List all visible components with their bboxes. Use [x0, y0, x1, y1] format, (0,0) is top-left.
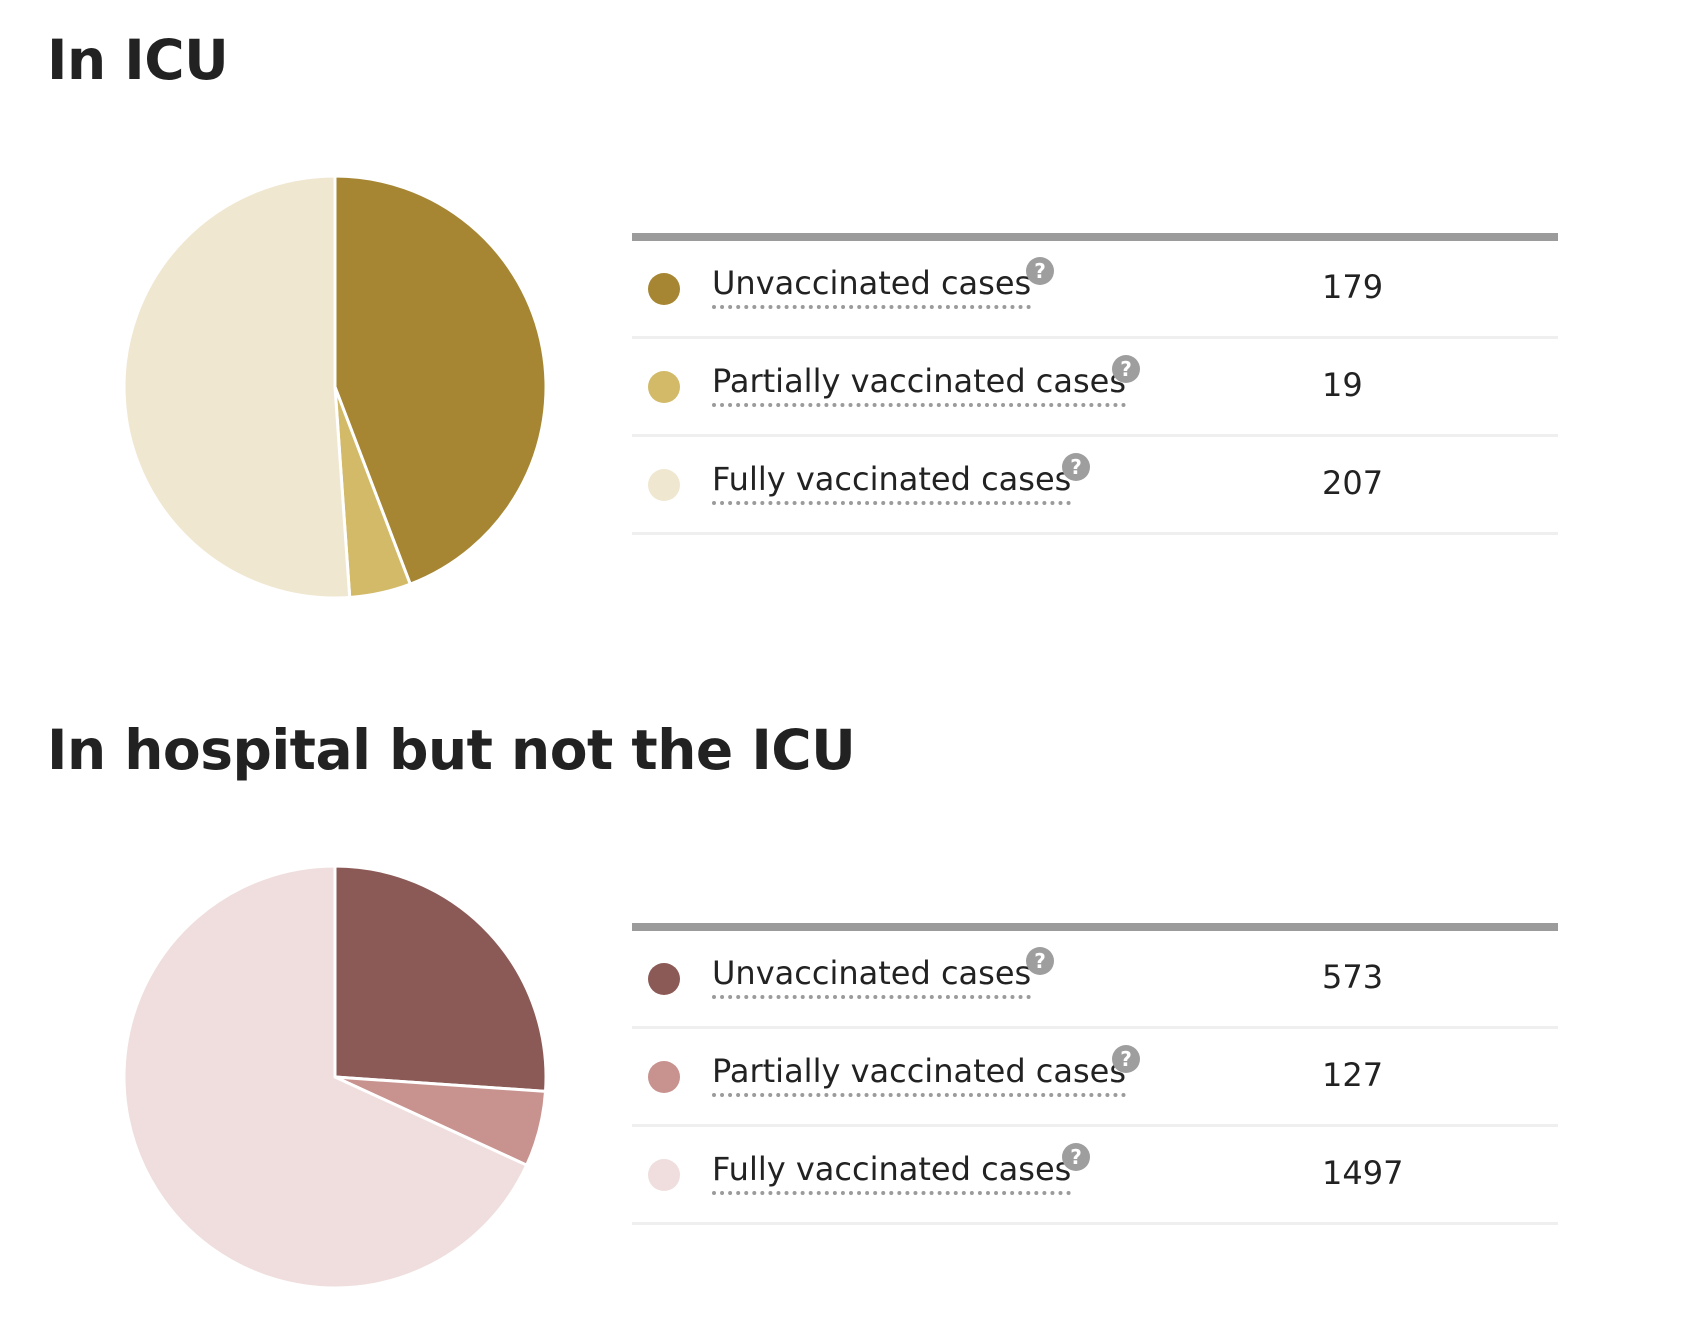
legend-label[interactable]: Partially vaccinated cases — [712, 361, 1127, 407]
pie-slice[interactable] — [333, 864, 548, 1093]
hospital-legend-table: Unvaccinated cases? 573 Partially vaccinat… — [632, 923, 1558, 1225]
pie-slice[interactable] — [122, 864, 529, 1290]
help-icon[interactable]: ? — [1112, 355, 1140, 383]
legend-value: 1497 — [1322, 1154, 1404, 1192]
legend-value: 179 — [1322, 268, 1384, 306]
legend-label[interactable]: Fully vaccinated cases — [712, 459, 1072, 505]
legend-swatch — [648, 1159, 680, 1191]
section-title: In hospital but not the ICU — [47, 718, 856, 782]
legend-row: Unvaccinated cases? 573 — [632, 931, 1558, 1029]
legend-label[interactable]: Fully vaccinated cases — [712, 1149, 1072, 1195]
legend-swatch — [648, 1061, 680, 1093]
legend-swatch — [648, 371, 680, 403]
help-icon[interactable]: ? — [1026, 257, 1054, 285]
hospital-pie-chart — [122, 864, 548, 1290]
help-icon[interactable]: ? — [1026, 947, 1054, 975]
legend-swatch — [648, 273, 680, 305]
legend-label[interactable]: Partially vaccinated cases — [712, 1051, 1127, 1097]
legend-label[interactable]: Unvaccinated cases — [712, 263, 1032, 309]
legend-value: 127 — [1322, 1056, 1384, 1094]
legend-label[interactable]: Unvaccinated cases — [712, 953, 1032, 999]
legend-row: Unvaccinated cases? 179 — [632, 241, 1558, 339]
icu-pie-chart — [122, 174, 548, 600]
help-icon[interactable]: ? — [1062, 1143, 1090, 1171]
pie-slice[interactable] — [122, 174, 352, 600]
legend-swatch — [648, 469, 680, 501]
legend-value: 207 — [1322, 464, 1384, 502]
help-icon[interactable]: ? — [1062, 453, 1090, 481]
help-icon[interactable]: ? — [1112, 1045, 1140, 1073]
pie-slice[interactable] — [333, 174, 548, 586]
legend-row: Partially vaccinated cases? 19 — [632, 339, 1558, 437]
legend-row: Fully vaccinated cases? 1497 — [632, 1127, 1558, 1225]
legend-row: Partially vaccinated cases? 127 — [632, 1029, 1558, 1127]
legend-value: 19 — [1322, 366, 1363, 404]
legend-swatch — [648, 963, 680, 995]
legend-row: Fully vaccinated cases? 207 — [632, 437, 1558, 535]
section-title: In ICU — [47, 28, 229, 92]
icu-legend-table: Unvaccinated cases? 179 Partially vaccinat… — [632, 233, 1558, 535]
legend-value: 573 — [1322, 958, 1384, 996]
